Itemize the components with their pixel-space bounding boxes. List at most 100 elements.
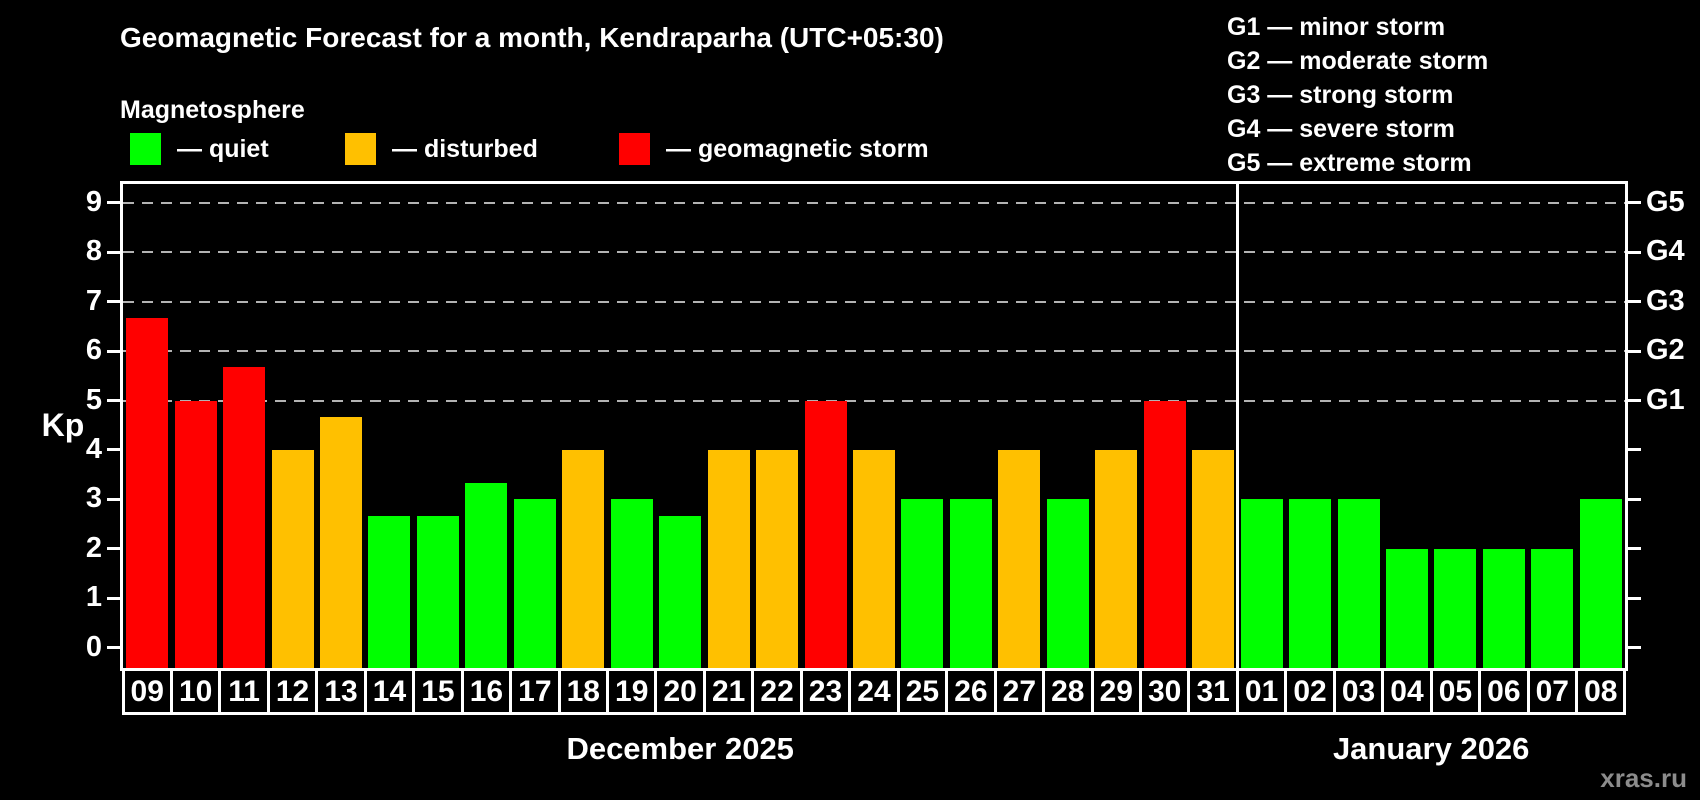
kp-bar-day-21: [707, 449, 750, 668]
g-axis-tick-3: [1628, 497, 1641, 501]
kp-bar-day-16: [465, 483, 508, 668]
day-label-cell-17: 17: [509, 668, 561, 715]
day-label-cell-03: 03: [1332, 668, 1385, 715]
day-label-cell-10: 10: [169, 668, 222, 715]
g-axis-tick-5: [1628, 399, 1641, 402]
kp-bar-day-20: [659, 515, 702, 668]
day-label-cell-30: 30: [1138, 668, 1191, 715]
day-label-cell-08: 08: [1575, 668, 1627, 715]
quiet-legend-label: — quiet: [177, 134, 269, 163]
kp-bar-day-28: [1046, 499, 1089, 668]
legend-item-disturbed: — disturbed: [345, 133, 538, 165]
kp-bar-day-29: [1095, 449, 1138, 668]
kp-tick-label-0: 0: [85, 630, 102, 663]
gridline-kp7: [123, 300, 1625, 303]
kp-bar-day-07: [1531, 548, 1574, 668]
kp-bar-day-10: [174, 400, 217, 668]
kp-tick-label-1: 1: [85, 581, 102, 614]
kp-tick-7: [107, 300, 120, 304]
day-label-cell-19: 19: [606, 668, 658, 715]
gridline-kp8: [123, 251, 1625, 254]
kp-tick-5: [107, 399, 120, 402]
g-axis-tick-4: [1628, 448, 1641, 452]
g-axis-label-g3: G3: [1646, 284, 1685, 317]
g-axis-tick-0: [1628, 646, 1641, 649]
kp-bar-day-12: [271, 449, 314, 668]
kp-tick-3: [107, 497, 120, 501]
day-label-cell-26: 26: [945, 668, 997, 715]
day-label-cell-23: 23: [799, 668, 852, 715]
watermark: xras.ru: [1600, 763, 1687, 793]
day-label-cell-01: 01: [1235, 668, 1288, 715]
kp-tick-label-8: 8: [85, 235, 102, 268]
day-label-cell-14: 14: [363, 668, 416, 715]
kp-tick-9: [107, 201, 120, 205]
kp-bar-day-18: [562, 449, 605, 668]
day-label-cell-11: 11: [218, 668, 270, 715]
day-label-cell-28: 28: [1042, 668, 1094, 715]
day-label-cell-06: 06: [1478, 668, 1530, 715]
kp-tick-label-9: 9: [85, 185, 102, 218]
kp-tick-label-5: 5: [85, 383, 102, 416]
kp-bar-day-15: [416, 515, 459, 668]
month-label-december: December 2025: [566, 731, 794, 766]
gridline-kp5: [123, 399, 1625, 402]
kp-bar-day-04: [1385, 548, 1428, 668]
g1-legend-line: G1 — minor storm: [1227, 13, 1446, 41]
kp-bar-day-24: [853, 449, 895, 668]
g-axis-tick-7: [1628, 300, 1641, 304]
day-label-cell-15: 15: [412, 668, 464, 715]
kp-bar-day-22: [756, 449, 799, 668]
day-label-cell-22: 22: [751, 668, 803, 715]
kp-bar-day-08: [1579, 499, 1622, 668]
kp-bar-day-02: [1289, 499, 1332, 668]
kp-tick-6: [107, 349, 120, 353]
kp-bar-day-03: [1337, 499, 1380, 668]
kp-bar-day-26: [949, 499, 992, 668]
legend-item-quiet: — quiet: [130, 133, 269, 165]
g3-legend-line: G3 — strong storm: [1227, 81, 1454, 109]
quiet-color-swatch: [130, 133, 161, 165]
kp-tick-label-6: 6: [85, 334, 102, 367]
day-label-cell-21: 21: [702, 668, 755, 715]
day-label-cell-12: 12: [266, 668, 319, 715]
kp-bar-day-17: [513, 499, 556, 668]
g-axis-tick-2: [1628, 547, 1641, 551]
day-label-cell-13: 13: [315, 668, 367, 715]
day-label-cell-09: 09: [121, 668, 173, 715]
day-label-cell-24: 24: [848, 668, 900, 715]
storm-legend-label: — geomagnetic storm: [666, 134, 929, 163]
g-axis-label-g5: G5: [1646, 185, 1685, 218]
g-axis-label-g2: G2: [1646, 334, 1685, 367]
kp-bar-day-31: [1192, 449, 1235, 668]
day-label-cell-20: 20: [654, 668, 706, 715]
kp-bar-day-06: [1482, 548, 1525, 668]
kp-bar-day-05: [1434, 548, 1477, 668]
g-axis-label-g1: G1: [1646, 383, 1685, 416]
day-label-cell-16: 16: [460, 668, 513, 715]
disturbed-legend-label: — disturbed: [392, 134, 538, 163]
kp-bar-day-01: [1240, 499, 1283, 668]
day-label-cell-27: 27: [993, 668, 1046, 715]
kp-tick-1: [107, 596, 120, 600]
day-label-row: 09 10 11 12 13 14 15 16 17 18 19 20 21 22 23 24 25 26 27 28…: [121, 668, 1627, 715]
g-axis-tick-8: [1628, 250, 1641, 254]
g5-legend-line: G5 — extreme storm: [1227, 149, 1472, 177]
kp-tick-8: [107, 250, 120, 254]
page-title: Geomagnetic Forecast for a month, Kendra…: [120, 22, 944, 53]
disturbed-color-swatch: [345, 133, 376, 165]
month-label-january: January 2026: [1332, 731, 1530, 766]
gridline-kp9: [123, 201, 1625, 204]
day-label-cell-18: 18: [557, 668, 609, 715]
g-scale-legend: G1 — minor storm G2 — moderate storm G3 …: [1227, 10, 1488, 180]
kp-bar-day-13: [320, 416, 363, 668]
day-label-cell-05: 05: [1429, 668, 1482, 715]
g-axis-tick-1: [1628, 596, 1641, 600]
storm-color-swatch: [619, 133, 650, 165]
kp-tick-label-4: 4: [85, 432, 102, 465]
kp-bar-day-11: [223, 367, 266, 668]
magnetosphere-subtitle: Magnetosphere: [120, 96, 305, 124]
kp-tick-4: [107, 448, 120, 452]
kp-bar-day-30: [1143, 400, 1186, 668]
